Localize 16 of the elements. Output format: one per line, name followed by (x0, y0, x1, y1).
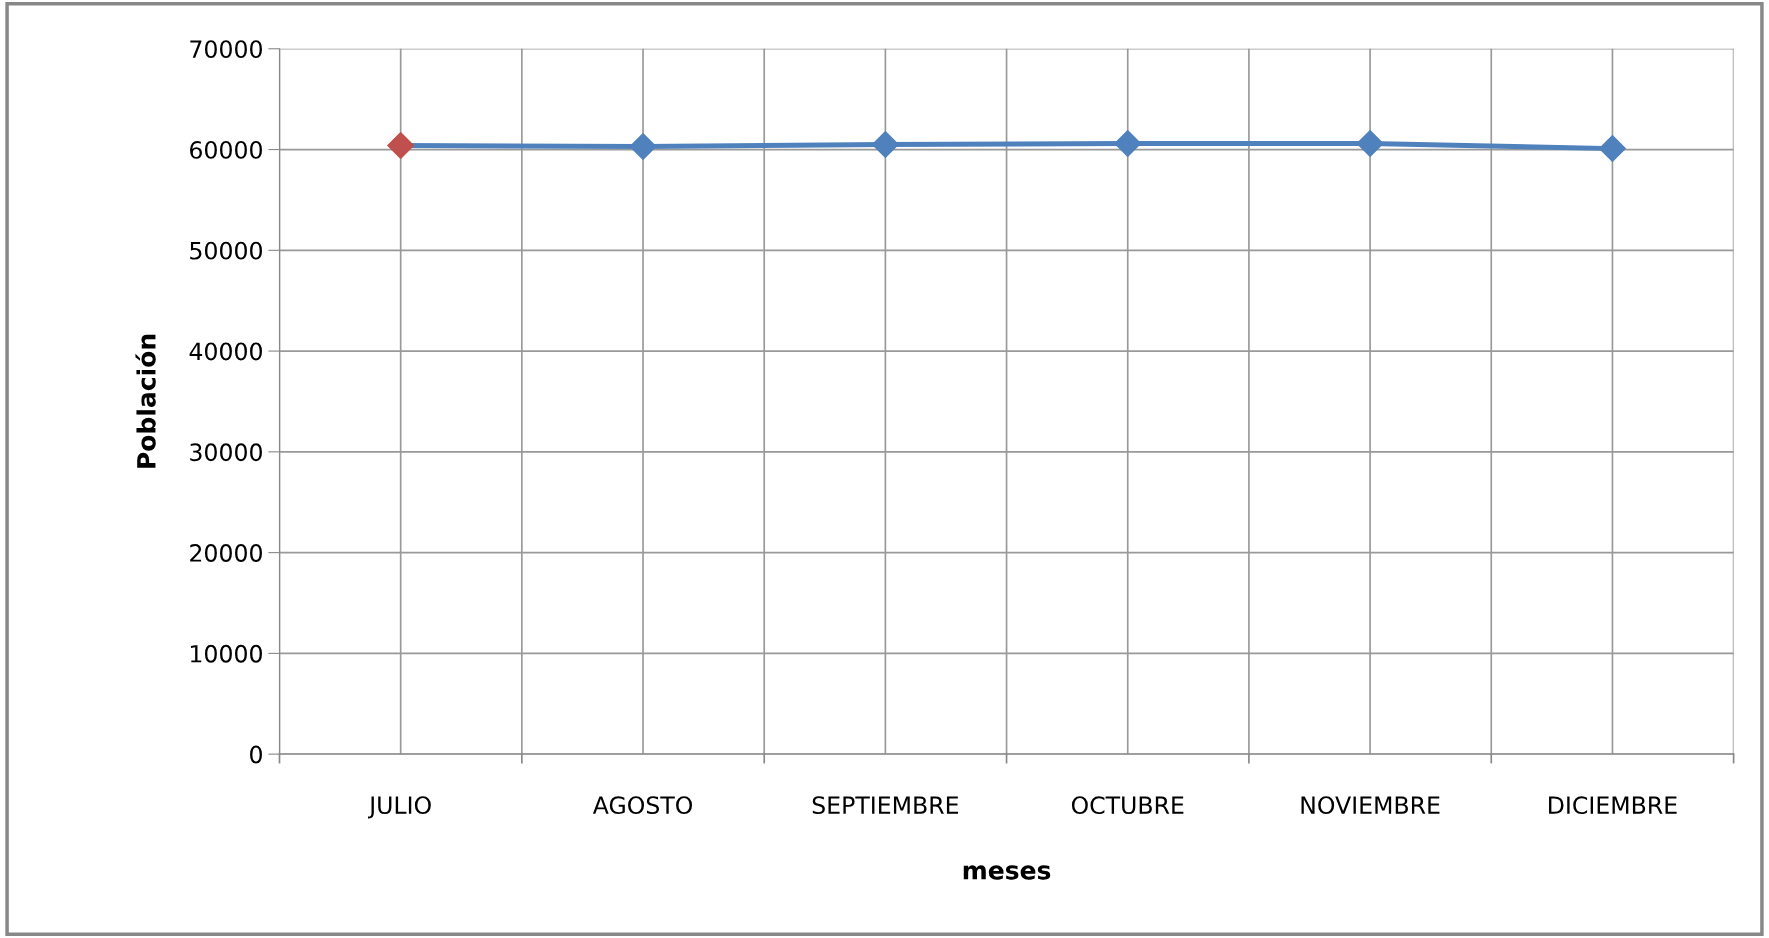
y-tick-label: 40000 (189, 342, 262, 361)
y-tick-label: 10000 (191, 644, 262, 663)
x-tick-label: OCTUBRE (1071, 796, 1184, 815)
x-tick-label: SEPTIEMBRE (812, 796, 959, 815)
x-tick-label: AGOSTO (592, 796, 693, 815)
x-axis-title: meses (963, 865, 1051, 880)
x-tick-label: DICIEMBRE (1549, 796, 1677, 815)
y-tick-label: 60000 (190, 140, 262, 159)
y-tick-label: 30000 (190, 443, 262, 462)
x-tick-label: JULIO (367, 796, 431, 819)
x-tick-label: NOVIEMBRE (1301, 796, 1440, 815)
y-tick-label: 50000 (190, 241, 262, 260)
y-axis-title: Población (135, 334, 156, 468)
y-tick-label: 70000 (190, 40, 262, 59)
y-tick-label: 0 (250, 745, 262, 764)
y-tick-label: 20000 (190, 544, 262, 562)
